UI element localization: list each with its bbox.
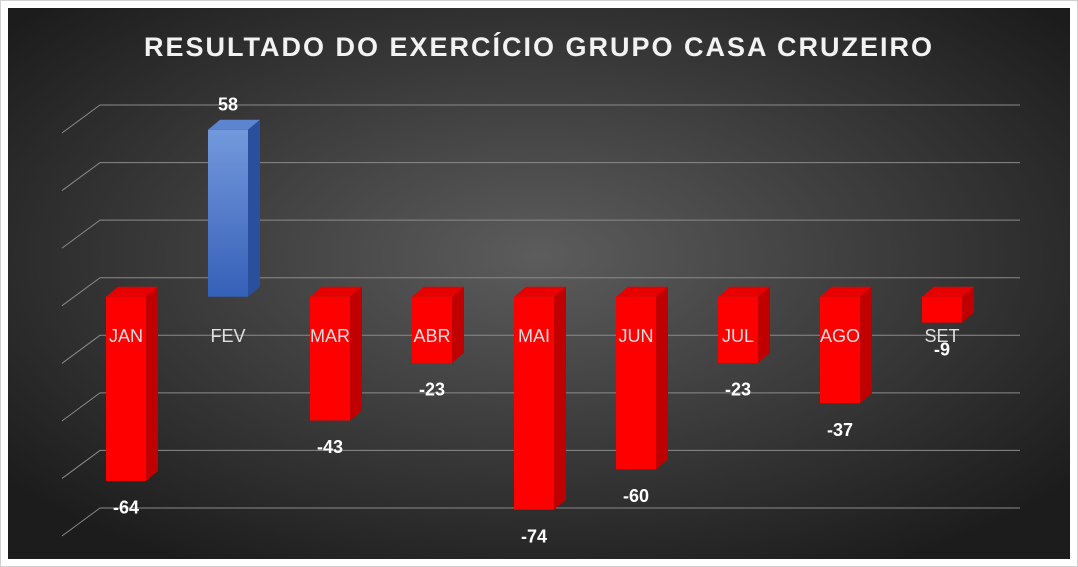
x-tick-label: AGO [820,326,860,346]
bar-side [656,286,668,470]
x-tick-label: JUN [619,326,654,346]
bar [718,286,770,363]
bar-top [310,286,362,297]
grid-line [61,219,1020,249]
bar-front [820,296,860,404]
data-label: -60 [623,486,649,506]
data-label: -23 [419,380,445,400]
bar [922,286,974,323]
bar [514,286,566,510]
x-tick-label: MAR [310,326,350,346]
x-tick-label: SET [924,326,959,346]
bar-front [514,296,554,510]
bar-side [452,286,464,363]
grid-line [61,104,1020,134]
bar-top [922,286,974,297]
bar-side [146,286,158,481]
data-label: -37 [827,420,853,440]
x-tick-label: JAN [109,326,143,346]
bar [208,119,260,297]
data-label: -74 [521,526,547,546]
bar [310,286,362,421]
bar-side [554,286,566,510]
bar [412,286,464,363]
bar [106,286,158,481]
bar-top [718,286,770,297]
grid-line [61,507,1020,537]
bar-top [106,286,158,297]
grid-line [61,392,1020,422]
data-label: -23 [725,380,751,400]
x-tick-label: FEV [210,326,245,346]
data-label: -9 [934,339,950,359]
grid-line [61,162,1020,191]
bar-front [412,296,452,363]
bar-top [616,286,668,297]
bar-side [962,286,974,323]
grid-line [61,277,1020,307]
data-label: -64 [113,498,139,518]
x-tick-label: ABR [413,326,450,346]
data-label: 58 [218,95,238,115]
bar-side [860,286,872,404]
bar-front [922,296,962,323]
bar [820,286,872,404]
x-tick-label: JUL [722,326,754,346]
data-label: -43 [317,437,343,457]
bar-top [208,119,260,130]
bar-front [718,296,758,363]
bar-top [514,286,566,297]
bar-front [616,296,656,470]
chart-title: RESULTADO DO EXERCÍCIO GRUPO CASA CRUZEI… [144,31,934,62]
grid-line [61,449,1020,479]
x-tick-label: MAI [518,326,550,346]
grid-line [61,334,1020,364]
bar-side [350,286,362,421]
bar-top [820,286,872,297]
bar [616,286,668,470]
bar-front [208,129,248,297]
bar-front [106,296,146,481]
bar-front [310,296,350,421]
bar-top [412,286,464,297]
bar-side [248,119,260,297]
bar-side [758,286,770,363]
